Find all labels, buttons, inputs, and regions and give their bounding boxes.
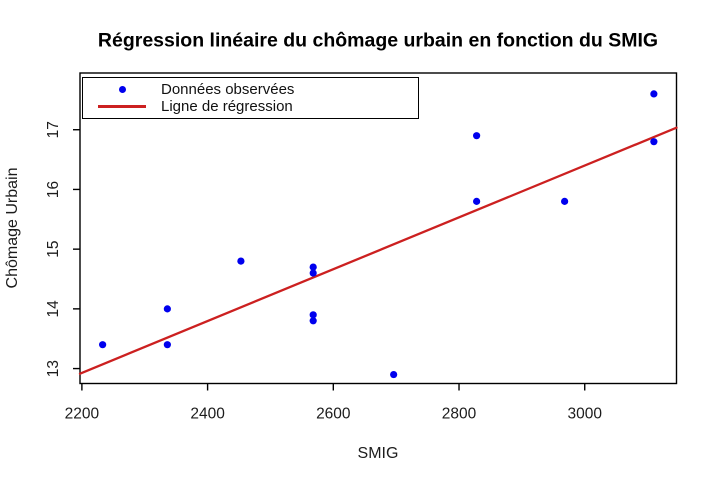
y-tick-label: 15 [45, 241, 62, 258]
y-axis-label: Chômage Urbain [4, 167, 21, 289]
x-tick-label: 2600 [316, 406, 351, 423]
legend-item-regression: Ligne de régression [83, 98, 418, 115]
data-point [163, 341, 171, 349]
data-point [650, 90, 658, 98]
legend: Données observées Ligne de régression [82, 77, 419, 119]
x-axis-label: SMIG [357, 445, 399, 462]
x-tick-label: 2400 [190, 406, 225, 423]
data-point [163, 305, 171, 313]
y-tick-label: 16 [45, 181, 62, 198]
data-point [473, 197, 481, 205]
legend-swatch [83, 105, 161, 108]
legend-swatch [83, 86, 161, 93]
y-tick-label: 13 [45, 360, 62, 377]
data-point [473, 132, 481, 140]
legend-label: Ligne de régression [161, 98, 293, 115]
point-marker-icon [118, 86, 126, 93]
chart-title: Régression linéaire du chômage urbain en… [97, 29, 659, 52]
x-tick-label: 2200 [65, 406, 100, 423]
data-point [650, 138, 658, 146]
legend-label: Données observées [161, 81, 295, 98]
data-point [561, 197, 569, 205]
regression-line [78, 126, 678, 375]
data-point [309, 317, 317, 325]
legend-item-observed: Données observées [83, 81, 418, 98]
data-point [99, 341, 107, 349]
data-point [237, 257, 245, 265]
regression-line-icon [98, 105, 146, 108]
y-tick-label: 17 [45, 121, 62, 138]
y-tick-label: 14 [45, 300, 62, 318]
data-point [390, 370, 398, 379]
x-tick-label: 2800 [442, 406, 477, 423]
data-point [309, 269, 317, 277]
plot-border [79, 72, 678, 385]
data-point [309, 311, 317, 319]
data-point [309, 263, 317, 271]
x-tick-label: 3000 [567, 406, 602, 423]
